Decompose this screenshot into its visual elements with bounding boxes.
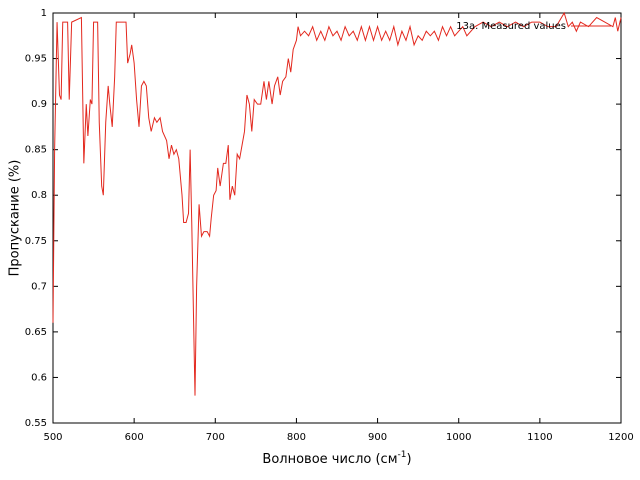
y-tick-label: 0.55 [25, 418, 47, 429]
x-tick-label: 600 [125, 432, 144, 443]
y-tick-label: 0.9 [31, 99, 47, 110]
x-tick-label: 1200 [608, 432, 633, 443]
x-tick-label: 500 [43, 432, 62, 443]
x-tick-label: 1000 [446, 432, 471, 443]
y-tick-label: 0.65 [25, 327, 47, 338]
x-tick-label: 800 [287, 432, 306, 443]
y-tick-label: 0.7 [31, 281, 47, 292]
y-tick-label: 0.85 [25, 145, 47, 156]
x-axis-title-text: Волновое число (см [262, 452, 397, 467]
x-tick-label: 1100 [527, 432, 552, 443]
y-tick-label: 0.75 [25, 236, 47, 247]
x-axis-title: Волновое число (см-1) [262, 450, 411, 467]
x-tick-label: 700 [206, 432, 225, 443]
x-axis-title-sup: -1 [398, 450, 407, 460]
data-line [52, 11, 622, 396]
y-axis-title: Пропускание (%) [8, 160, 23, 277]
y-tick-label: 0.8 [31, 190, 47, 201]
x-tick-label: 900 [368, 432, 387, 443]
x-axis-title-close: ) [406, 452, 411, 467]
plot-frame [52, 12, 622, 424]
y-tick-label: 1 [41, 8, 47, 19]
y-tick-label: 0.6 [31, 372, 47, 383]
y-tick-label: 0.95 [25, 54, 47, 65]
legend-label: 13a. Measured values [456, 21, 566, 32]
